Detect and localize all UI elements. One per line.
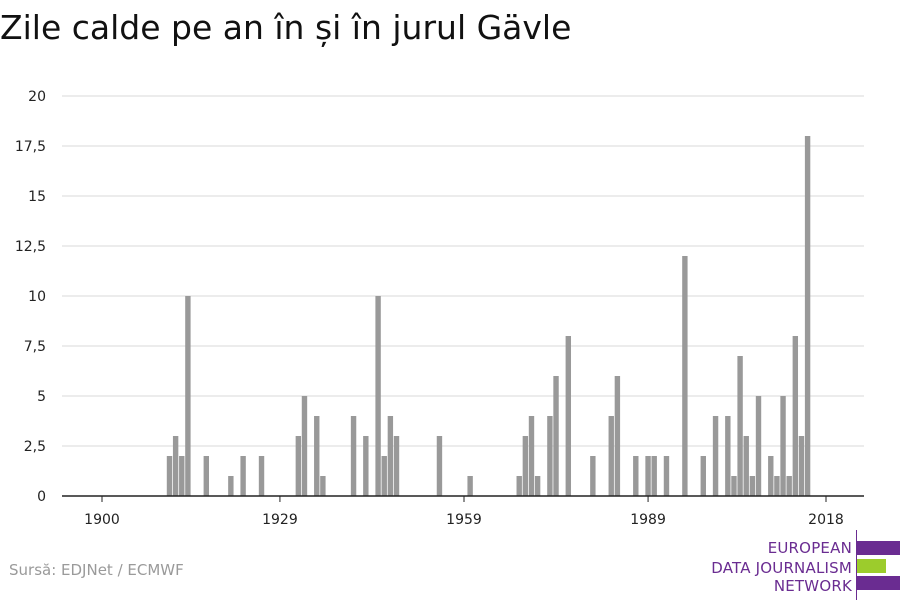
x-tick-label: 1989 [630, 512, 666, 528]
bar [387, 416, 394, 496]
bar [320, 476, 326, 496]
bar [798, 436, 805, 496]
bar [663, 456, 670, 496]
bar [780, 396, 786, 496]
bar [645, 456, 651, 496]
bar [590, 456, 596, 496]
chart-title: Zile calde pe an în și în jurul Gävle [0, 8, 572, 47]
bar [393, 436, 400, 496]
y-tick-label: 2,5 [24, 439, 46, 455]
bar [731, 476, 737, 496]
logo-divider [856, 530, 857, 600]
bar [436, 436, 443, 496]
bar [792, 336, 799, 496]
y-tick-label: 20 [28, 89, 46, 105]
bar [203, 456, 210, 496]
y-tick-label: 15 [28, 189, 46, 205]
bar [516, 476, 522, 496]
bar [755, 396, 762, 496]
bar [712, 416, 719, 496]
source-note: Sursă: EDJNet / ECMWF [9, 561, 184, 579]
logo-bar-purple-top [857, 541, 900, 555]
bar [375, 296, 381, 496]
bar [185, 296, 191, 496]
y-tick-label: 5 [37, 389, 46, 405]
bar [743, 436, 749, 496]
bar [528, 416, 535, 496]
y-axis-tick-labels: 0 2,5 5 7,5 10 12,5 15 17,5 20 [15, 89, 46, 505]
x-tick-label: 1900 [84, 512, 120, 528]
bar [737, 356, 743, 496]
bar [295, 436, 302, 496]
bar [614, 376, 621, 496]
bar [522, 436, 529, 496]
logo-line-1: EUROPEAN [767, 539, 852, 557]
grid-lines [62, 95, 864, 447]
y-tick-label: 12,5 [15, 239, 46, 255]
bar [166, 456, 173, 496]
bar [633, 456, 639, 496]
bar [749, 476, 756, 496]
x-tick-label: 1929 [262, 512, 298, 528]
y-tick-label: 7,5 [24, 339, 46, 355]
bar [228, 476, 234, 496]
bar [172, 436, 179, 496]
bar [363, 436, 369, 496]
bar [258, 456, 265, 496]
logo-line-3: NETWORK [773, 577, 852, 595]
bar [774, 476, 780, 496]
bar [467, 476, 473, 496]
y-tick-label: 17,5 [15, 139, 46, 155]
y-tick-label: 10 [28, 289, 46, 305]
bar-chart: 0 2,5 5 7,5 10 12,5 15 17,5 20 1900 1929 1959 1989 2… [15, 89, 864, 528]
x-tick-label: 2018 [808, 512, 844, 528]
bar [682, 256, 688, 496]
logo-line-2: DATA JOURNALISM [711, 559, 852, 577]
bar [786, 476, 792, 496]
bar [314, 416, 320, 496]
bar [350, 416, 357, 496]
bar [301, 396, 308, 496]
bars [166, 136, 811, 496]
bar [608, 416, 614, 496]
bar [700, 456, 706, 496]
x-axis: 1900 1929 1959 1989 2018 [62, 495, 864, 528]
bar [381, 456, 387, 496]
bar [240, 456, 246, 496]
bar [547, 416, 553, 496]
x-tick-label: 1959 [446, 512, 482, 528]
logo-bar-green [857, 559, 886, 573]
bar [725, 416, 731, 496]
bar [565, 336, 572, 496]
edjnet-logo[interactable]: EUROPEAN DATA JOURNALISM NETWORK [700, 530, 900, 600]
y-tick-label: 0 [37, 489, 46, 505]
bar [651, 456, 657, 496]
bar [768, 456, 774, 496]
bar [804, 136, 811, 496]
logo-bar-purple-bottom [857, 576, 900, 590]
bar [534, 476, 541, 496]
bar [553, 376, 559, 496]
bar [179, 456, 185, 496]
